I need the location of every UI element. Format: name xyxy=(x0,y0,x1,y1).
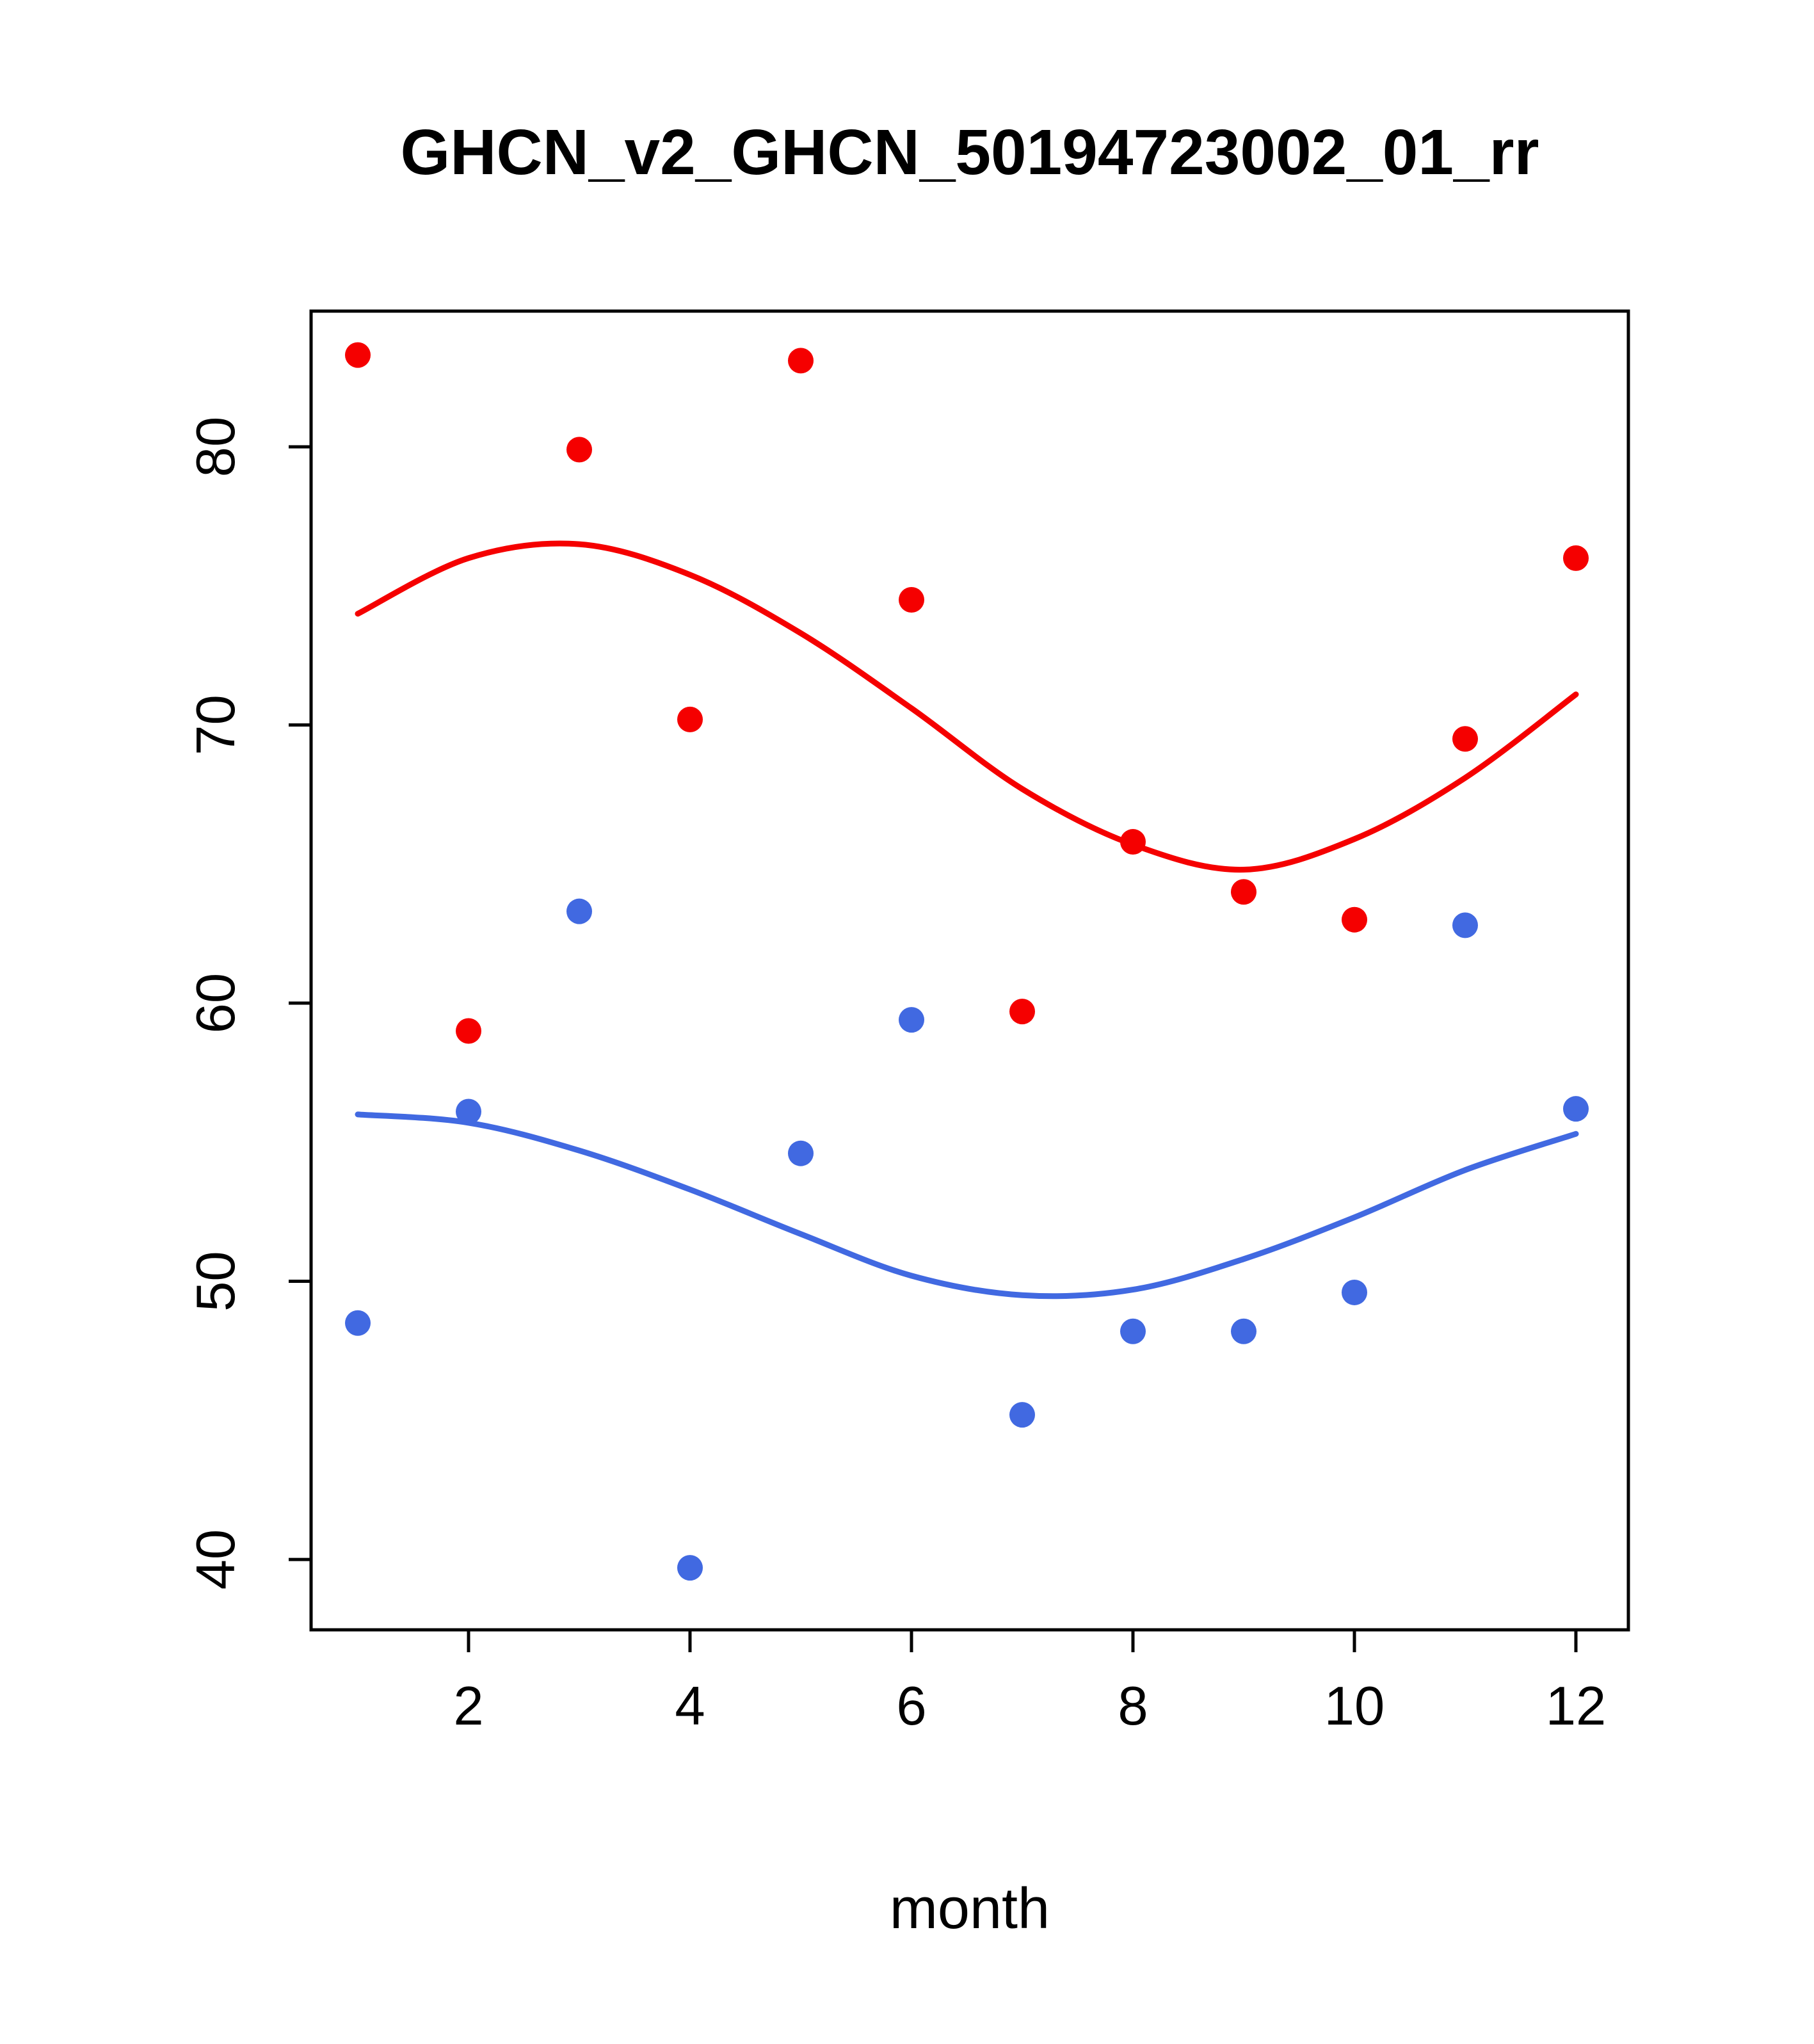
red-point xyxy=(899,587,925,613)
y-tick-label: 50 xyxy=(186,1251,246,1312)
x-tick-label: 4 xyxy=(675,1676,705,1737)
red-point xyxy=(677,706,703,732)
blue-point xyxy=(566,898,593,924)
blue-point xyxy=(899,1007,925,1033)
y-tick-label: 60 xyxy=(186,973,246,1034)
red-point xyxy=(1562,545,1589,571)
y-tick-label: 70 xyxy=(186,695,246,755)
x-tick-label: 2 xyxy=(453,1676,483,1737)
red-point xyxy=(788,348,814,374)
blue-point xyxy=(677,1555,703,1581)
red-point xyxy=(1009,999,1036,1025)
chart-title: GHCN_v2_GHCN_50194723002_01_rr xyxy=(400,117,1539,188)
x-tick-label: 10 xyxy=(1324,1676,1385,1737)
blue-point xyxy=(1009,1402,1036,1428)
red-point xyxy=(456,1018,482,1044)
y-tick-label: 80 xyxy=(186,417,246,478)
data-points xyxy=(345,342,1589,1581)
blue-point xyxy=(345,1310,371,1336)
red-point xyxy=(345,342,371,368)
x-tick-label: 6 xyxy=(896,1676,926,1737)
blue-point xyxy=(1120,1318,1146,1344)
red-point xyxy=(566,437,593,463)
red-point xyxy=(1341,906,1367,933)
blue-point xyxy=(788,1140,814,1166)
blue-point xyxy=(1341,1279,1367,1305)
x-axis-label: month xyxy=(890,1877,1050,1941)
red-smooth-line xyxy=(355,540,1579,873)
plot-area: 2 4 6 8 10 12 40 50 60 70 80 xyxy=(186,309,1630,1737)
red-point xyxy=(1452,726,1478,752)
x-tick-label: 8 xyxy=(1118,1676,1148,1737)
axis-ticks: 2 4 6 8 10 12 40 50 60 70 80 xyxy=(186,417,1606,1737)
red-point xyxy=(1231,879,1257,905)
blue-point xyxy=(456,1098,482,1125)
y-tick-label: 40 xyxy=(186,1529,246,1590)
blue-point xyxy=(1562,1096,1589,1122)
x-tick-label: 12 xyxy=(1546,1676,1607,1737)
blue-smooth-line xyxy=(355,1111,1579,1300)
red-point xyxy=(1120,829,1146,855)
blue-point xyxy=(1452,912,1478,938)
smooth-lines xyxy=(355,540,1579,1300)
plot-box xyxy=(309,309,1630,1632)
blue-point xyxy=(1231,1318,1257,1344)
